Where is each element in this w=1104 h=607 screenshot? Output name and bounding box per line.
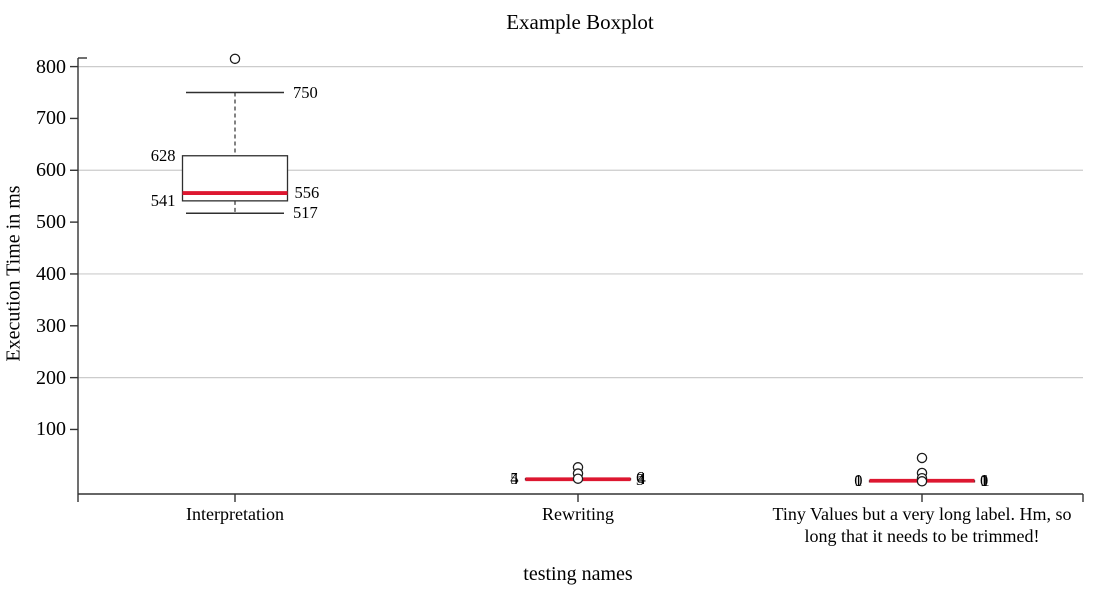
q1-value-label: 0 [854,471,863,491]
y-tick-label: 100 [36,418,66,441]
low-value-label: 0 [980,471,989,491]
q3-value-label: 628 [150,145,176,165]
high-value-label: 750 [293,82,318,102]
q3-value-label: 1 [854,470,863,490]
outlier-point [229,53,241,65]
q1-value-label: 4 [510,469,519,489]
low-value-label: 517 [293,203,318,223]
q3-value-label: 5 [510,468,519,488]
y-tick-label: 200 [36,366,66,389]
y-tick-label: 500 [36,211,66,234]
median-value-label: 4 [637,469,646,489]
high-value-label: 1 [980,470,989,490]
x-category-label: Tiny Values but a very long label. Hm, s… [772,504,1072,546]
median-value-label: 1 [981,470,990,490]
y-tick-label: 300 [36,314,66,337]
y-tick-label: 600 [36,159,66,182]
outlier-point [916,476,928,487]
y-tick-label: 800 [36,55,66,78]
chart-title: Example Boxplot [506,10,654,34]
high-value-label: 6 [636,468,645,488]
x-category-label: Rewriting [542,504,614,524]
y-tick-label: 400 [36,262,66,285]
outlier-point [572,473,584,484]
y-tick-label: 700 [36,107,66,130]
x-category-label: Interpretation [186,504,284,524]
median-value-label: 556 [294,183,320,203]
low-value-label: 3 [636,469,645,489]
outlier-point [916,452,928,464]
q1-value-label: 541 [150,190,176,210]
x-axis-title: testing names [523,563,633,585]
